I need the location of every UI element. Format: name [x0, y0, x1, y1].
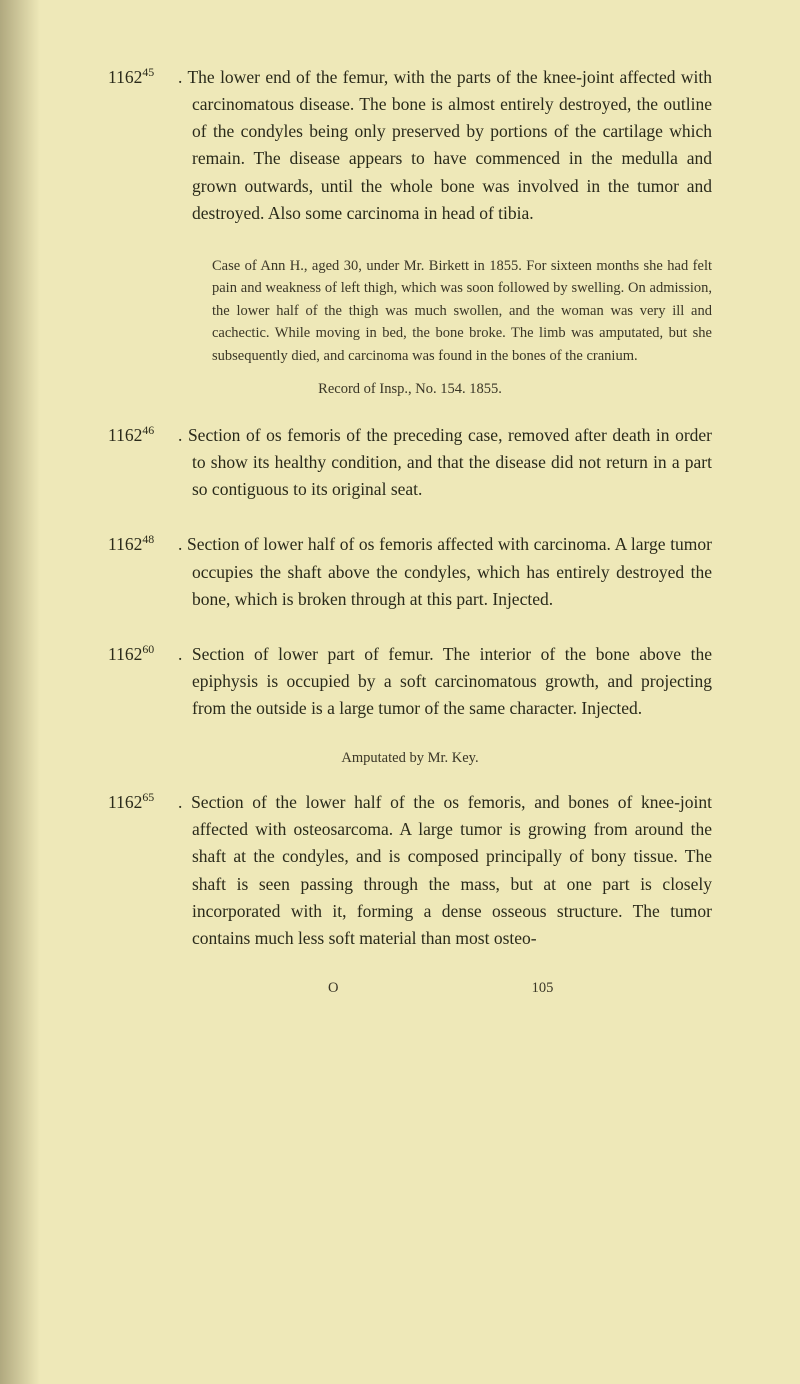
page: 116245. The lower end of the femur, with…	[0, 0, 800, 1384]
left-vignette	[0, 0, 40, 1384]
entry-body: . Section of lower part of femur. The in…	[178, 644, 712, 718]
ref-sup: 65	[142, 790, 154, 804]
entry-body: . Section of os femoris of the preceding…	[178, 425, 712, 499]
catalog-entry: 116246. Section of os femoris of the pre…	[108, 422, 712, 503]
catalog-entry: 116248. Section of lower half of os femo…	[108, 531, 712, 612]
ref-sup: 46	[142, 423, 154, 437]
catalog-entry: 116245. The lower end of the femur, with…	[108, 64, 712, 227]
ref-base: 1162	[108, 644, 142, 664]
entry-ref: 116260	[108, 641, 178, 668]
entry-ref: 116246	[108, 422, 178, 449]
ref-base: 1162	[108, 792, 142, 812]
ref-sup: 45	[142, 65, 154, 79]
entry-body: . The lower end of the femur, with the p…	[178, 67, 712, 223]
entry-note: Case of Ann H., aged 30, under Mr. Birke…	[212, 255, 712, 367]
ref-sup: 60	[142, 642, 154, 656]
entry-ref: 116265	[108, 789, 178, 816]
signature-mark: O	[328, 980, 528, 997]
entry-amputated: Amputated by Mr. Key.	[108, 750, 712, 767]
entry-record: Record of Insp., No. 154. 1855.	[108, 381, 712, 398]
entry-ref: 116245	[108, 64, 178, 91]
page-number: 105	[532, 980, 554, 996]
entry-ref: 116248	[108, 531, 178, 558]
ref-sup: 48	[142, 533, 154, 547]
catalog-entry: 116260. Section of lower part of femur. …	[108, 641, 712, 722]
ref-base: 1162	[108, 534, 142, 554]
entry-body: . Section of the lower half of the os fe…	[178, 792, 712, 948]
ref-base: 1162	[108, 425, 142, 445]
ref-base: 1162	[108, 67, 142, 87]
footer: O 105	[108, 980, 712, 997]
catalog-entry: 116265. Section of the lower half of the…	[108, 789, 712, 952]
entry-body: . Section of lower half of os femoris af…	[178, 534, 712, 608]
